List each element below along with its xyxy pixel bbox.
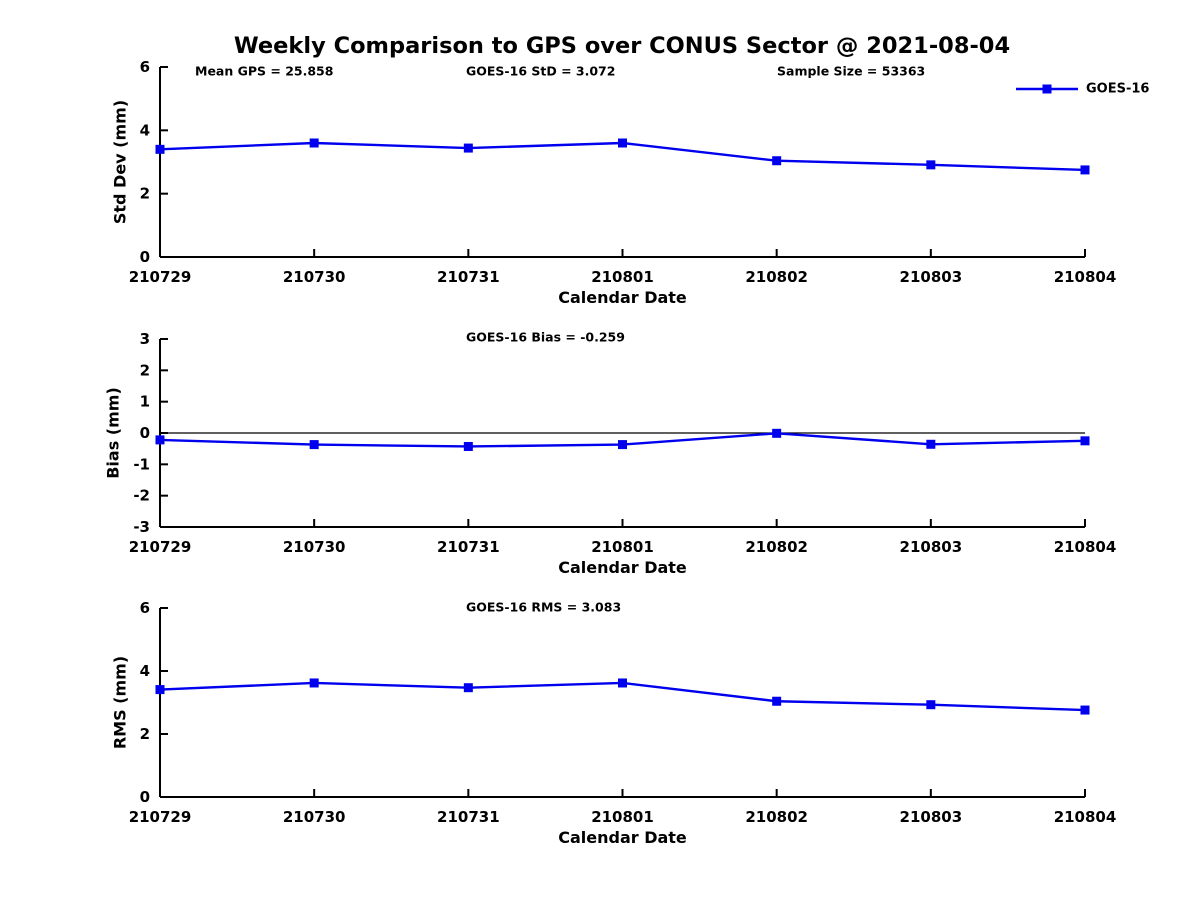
data-point (926, 160, 936, 170)
x-tick-label: 210729 (129, 268, 192, 286)
x-axis-label: Calendar Date (558, 558, 687, 577)
data-point (1080, 705, 1090, 715)
y-tick-label: 0 (140, 424, 150, 442)
y-axis-label: RMS (mm) (111, 656, 130, 749)
subplots-group: 0 2 4 6 210729 210730 210731 210801 210802 210803… (104, 58, 1150, 847)
data-point (463, 441, 473, 451)
y-tick-label: 2 (140, 361, 150, 379)
x-tick-label: 210729 (129, 808, 192, 826)
x-tick-label: 210802 (745, 538, 808, 556)
y-tick-label: 3 (140, 330, 150, 348)
y-tick-label: 2 (140, 725, 150, 743)
y-tick-label: -2 (133, 487, 150, 505)
y-axis-label: Std Dev (mm) (111, 100, 130, 224)
data-point (309, 678, 319, 688)
x-tick-label: 210729 (129, 538, 192, 556)
x-tick-label: 210801 (591, 808, 654, 826)
x-tick-label: 210731 (437, 268, 500, 286)
data-point (618, 440, 627, 450)
data-point (1080, 436, 1090, 446)
data-point (309, 440, 319, 450)
x-tick-label: 210730 (283, 808, 346, 826)
x-axis-label: Calendar Date (558, 288, 687, 307)
subplot-rms: 0 2 4 6 210729 210730 210731 210801 210802 210803… (111, 599, 1117, 847)
data-point (1080, 165, 1090, 175)
y-tick-label: -3 (133, 518, 150, 536)
x-tick-label: 210801 (591, 268, 654, 286)
y-tick-label: 6 (140, 599, 150, 617)
y-tick-label: 0 (140, 248, 150, 266)
data-point (772, 156, 782, 166)
annotation: GOES-16 StD = 3.072 (466, 64, 615, 79)
y-tick-label: 0 (140, 788, 150, 806)
x-tick-label: 210804 (1054, 538, 1117, 556)
subplot-bias: -3 -2 -1 0 1 2 3 210729 210730 210731 210801 210802… (104, 330, 1117, 578)
annotation: GOES-16 RMS = 3.083 (466, 600, 621, 615)
x-tick-label: 210802 (745, 268, 808, 286)
data-point (309, 138, 319, 148)
x-tick-label: 210803 (900, 808, 963, 826)
data-point (926, 700, 936, 710)
data-point (618, 678, 627, 688)
x-tick-label: 210802 (745, 808, 808, 826)
x-axis-label: Calendar Date (558, 828, 687, 847)
y-axis-label: Bias (mm) (104, 387, 123, 479)
x-tick-label: 210804 (1054, 808, 1117, 826)
legend-label: GOES-16 (1086, 82, 1149, 97)
x-tick-label: 210803 (900, 538, 963, 556)
x-tick-label: 210804 (1054, 268, 1117, 286)
annotation: Mean GPS = 25.858 (195, 64, 333, 79)
y-tick-label: 4 (140, 121, 150, 139)
y-tick-label: 2 (140, 185, 150, 203)
data-point (772, 428, 782, 438)
data-point (463, 143, 473, 153)
legend-marker (1042, 84, 1052, 94)
y-tick-label: 4 (140, 662, 150, 680)
data-point (772, 696, 782, 706)
annotation: GOES-16 Bias = -0.259 (466, 330, 625, 345)
data-point (463, 683, 473, 693)
data-point (926, 439, 936, 449)
x-tick-label: 210730 (283, 538, 346, 556)
x-tick-label: 210731 (437, 808, 500, 826)
data-point (155, 435, 165, 445)
annotation: Sample Size = 53363 (777, 64, 925, 79)
data-point (618, 138, 627, 148)
data-point (155, 685, 165, 695)
x-tick-label: 210801 (591, 538, 654, 556)
subplot-std-dev: 0 2 4 6 210729 210730 210731 210801 210802 210803… (111, 58, 1150, 307)
data-point (155, 144, 165, 154)
x-tick-label: 210803 (900, 268, 963, 286)
y-tick-label: -1 (133, 455, 150, 473)
y-tick-label: 1 (140, 393, 150, 411)
x-tick-label: 210730 (283, 268, 346, 286)
y-tick-label: 6 (140, 58, 150, 76)
x-tick-label: 210731 (437, 538, 500, 556)
figure-title: Weekly Comparison to GPS over CONUS Sect… (234, 33, 1010, 59)
